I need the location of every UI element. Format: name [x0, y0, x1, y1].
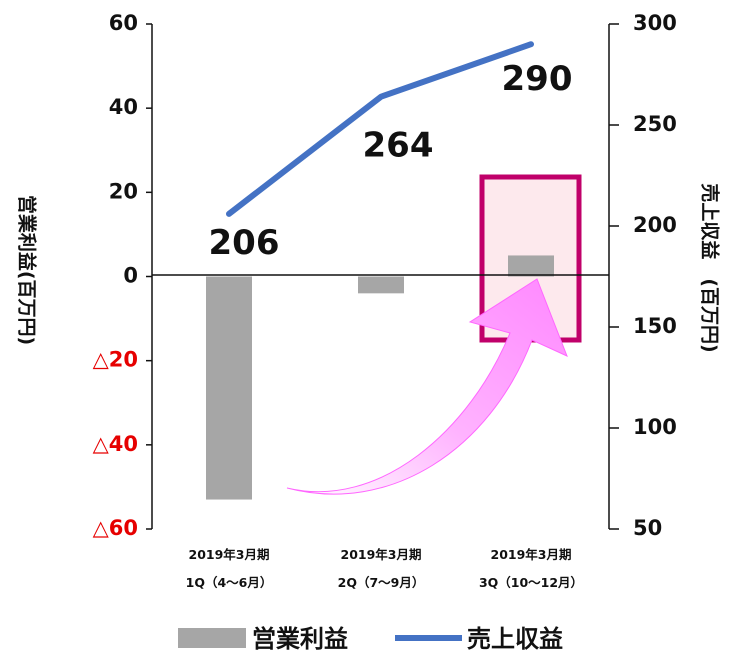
bar-operating-profit-3	[508, 255, 554, 276]
bar-operating-profit-2	[358, 277, 404, 294]
right-tick-label: 250	[633, 112, 677, 136]
right-tick-label: 150	[633, 314, 677, 338]
legend-swatch-operating-profit	[178, 628, 246, 648]
legend-label-operating-profit: 営業利益	[252, 625, 348, 653]
left-tick-label: 0	[123, 264, 138, 288]
category-labels: 2019年3月期 1Q（4〜6月） 2019年3月期 2Q（7〜9月） 2019年3月期…	[186, 547, 583, 590]
curved-arrow	[287, 279, 567, 494]
category-label-line2: 2Q（7〜9月）	[338, 575, 425, 590]
right-tick-label: 300	[633, 11, 677, 35]
right-tick-label: 200	[633, 213, 677, 237]
left-tick-label: △20	[93, 348, 138, 372]
category-label-line1: 2019年3月期	[341, 547, 422, 562]
data-label-revenue-2: 264	[363, 126, 434, 166]
category-label-line1: 2019年3月期	[491, 547, 572, 562]
legend-label-revenue: 売上収益	[467, 625, 563, 653]
legend: 営業利益 売上収益	[178, 625, 563, 653]
left-tick-label: 40	[109, 95, 138, 119]
right-axis-title: 売上収益 (百万円)	[699, 183, 722, 352]
category-label-line2: 3Q（10〜12月）	[479, 575, 583, 590]
left-axis-ticks: 60 40 20 0 △20 △40 △60	[93, 11, 152, 540]
right-tick-label: 50	[633, 516, 662, 540]
data-label-revenue-1: 206	[209, 223, 280, 263]
bar-operating-profit-1	[206, 277, 252, 500]
right-axis-ticks: 300 250 200 150 100 50	[609, 11, 677, 540]
category-label-line2: 1Q（4〜6月）	[186, 575, 273, 590]
data-label-revenue-3: 290	[502, 59, 573, 99]
left-tick-label: 60	[109, 11, 138, 35]
right-tick-label: 100	[633, 415, 677, 439]
left-axis-title: 営業利益(百万円)	[16, 195, 39, 345]
left-tick-label: △40	[93, 432, 138, 456]
category-label-line1: 2019年3月期	[189, 547, 270, 562]
left-tick-label: 20	[109, 179, 138, 203]
left-tick-label: △60	[93, 516, 138, 540]
